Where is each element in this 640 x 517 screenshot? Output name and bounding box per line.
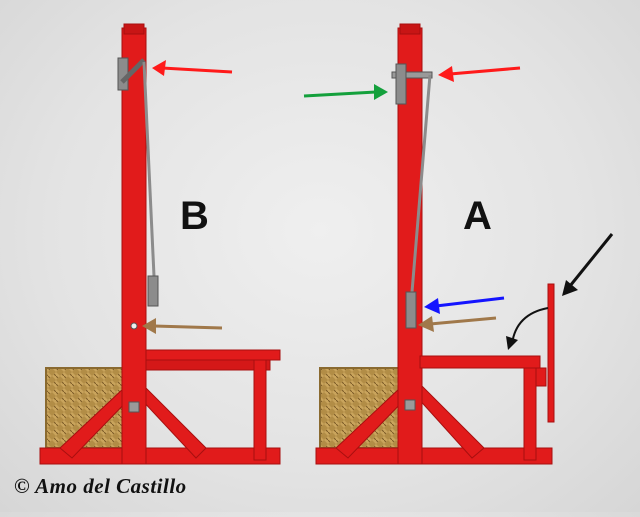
curved-arrow-icon: [506, 307, 549, 350]
arrow-red-left: [152, 60, 233, 76]
tilting-plank: [547, 283, 555, 423]
upright-post: [121, 27, 147, 465]
copyright-text: © Amo del Castillo: [14, 474, 187, 498]
label-b: B: [180, 194, 209, 238]
rope: [142, 61, 156, 277]
arrow-brown-right: [418, 316, 497, 332]
rope: [410, 74, 432, 293]
arrow-blue: [424, 296, 505, 314]
arrow-black: [562, 233, 614, 296]
label-a: A: [463, 194, 492, 238]
arrow-brown-left: [142, 318, 223, 334]
arrow-red-right: [438, 66, 521, 82]
guillotine-a: [315, 23, 555, 465]
arrow-green: [303, 84, 388, 100]
guillotine-b: [39, 23, 281, 465]
